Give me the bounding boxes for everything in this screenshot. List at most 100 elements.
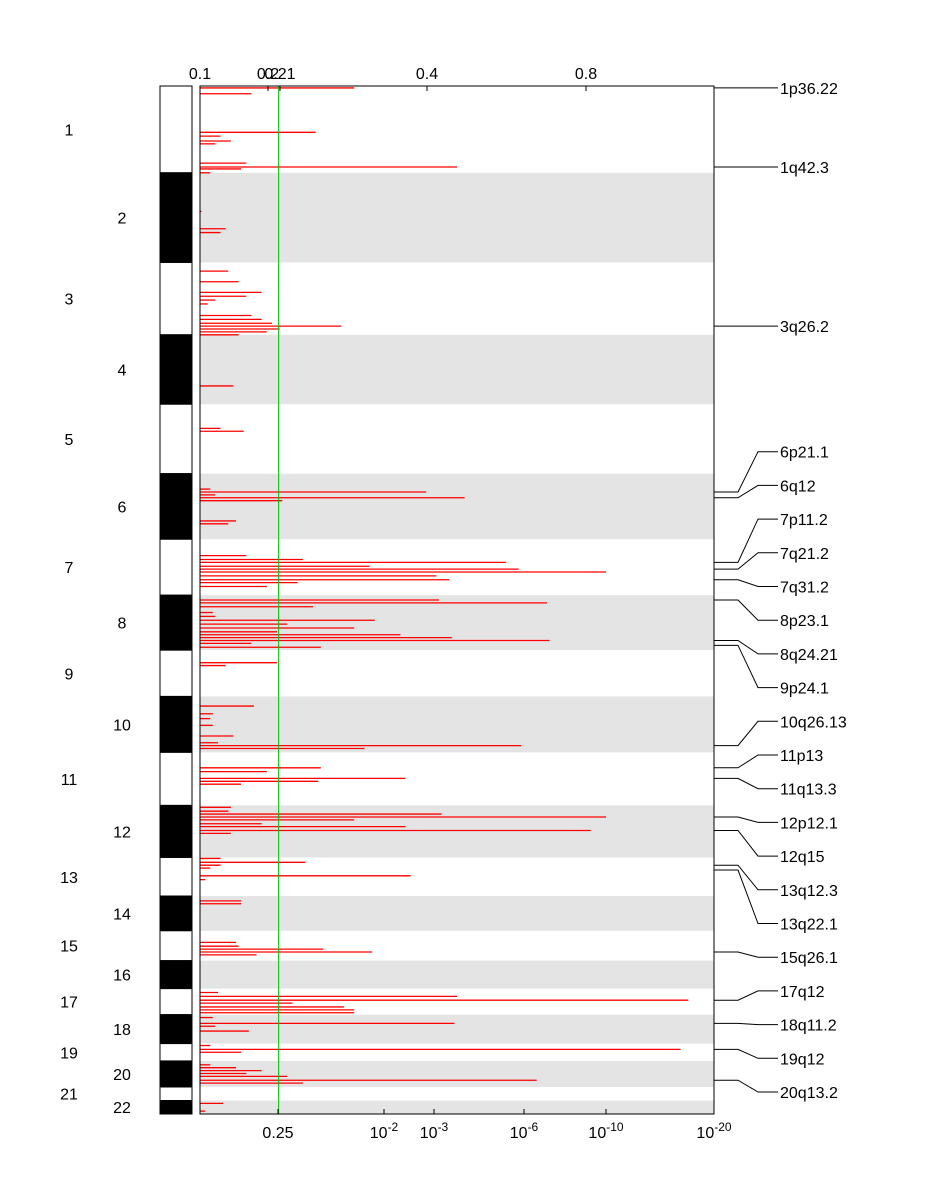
cytoband-label: 6q12 — [780, 478, 816, 495]
bottom-axis-tick-label: 10-6 — [510, 1120, 539, 1142]
cytoband-label: 9p24.1 — [780, 681, 829, 698]
cytoband-leader-line — [714, 754, 778, 769]
ideogram-segment-22 — [159, 1099, 193, 1115]
cytoband-label: 19q12 — [780, 1051, 825, 1068]
top-axis-tick-label: 0.2 — [257, 66, 279, 83]
tick-exponent: -3 — [438, 1120, 449, 1134]
cytoband-label: 7q21.2 — [780, 546, 829, 563]
cytoband-label: 13q22.1 — [780, 917, 838, 934]
significance-bars — [200, 87, 689, 1112]
chromosome-band-10 — [200, 696, 714, 753]
cytoband-leader-line — [714, 720, 778, 747]
cytoband-leader-line — [714, 829, 778, 857]
cytoband-label: 10q26.13 — [780, 714, 847, 731]
cytoband-label: 7q31.2 — [780, 580, 829, 597]
ideogram-segment-16 — [159, 960, 193, 990]
cytoband-label: 20q13.2 — [780, 1085, 838, 1102]
cytoband-leader-line — [714, 640, 778, 655]
cytoband-leader-line — [714, 1048, 778, 1059]
cytoband-leader-line — [714, 552, 778, 570]
cytoband-label: 8q24.21 — [780, 647, 838, 664]
cytoband-label: 11q13.3 — [780, 782, 837, 799]
chromosome-label: 9 — [65, 666, 74, 683]
ideogram-segment-8 — [159, 594, 193, 651]
ideogram-segment-7 — [159, 538, 193, 596]
chromosome-band-18 — [200, 1014, 714, 1044]
top-axis-tick-label: 0.4 — [416, 66, 438, 83]
cytoband-label: 15q26.1 — [780, 950, 838, 967]
cytoband-leader-line — [714, 518, 778, 563]
cytoband-leader-line — [714, 579, 778, 587]
cytoband-leader-line — [714, 864, 778, 891]
ideogram-segment-17 — [159, 988, 193, 1016]
ideogram-segment-1 — [159, 85, 193, 174]
cytoband-leader-line — [714, 484, 778, 499]
cytoband-label: 8p23.1 — [780, 613, 829, 630]
ideogram-segment-2 — [159, 172, 193, 263]
cytoband-label: 7p11.2 — [780, 512, 828, 529]
bottom-axis-tick-label: 10-20 — [696, 1120, 731, 1142]
chromosome-bands — [200, 172, 714, 1114]
cytoband-leader-line — [714, 869, 778, 924]
bottom-axis: 0.25 10-2 10-3 10-6 10-10 10-20 — [262, 1109, 732, 1142]
bottom-axis-tick-label: 10-2 — [370, 1120, 399, 1142]
bottom-axis-tick-label: 10-3 — [420, 1120, 449, 1142]
chromosome-label: 4 — [118, 363, 127, 380]
chromosome-label: 11 — [61, 772, 78, 789]
cytoband-leader-line — [714, 777, 778, 790]
cytoband-label: 6p21.1 — [780, 445, 829, 462]
ideogram-segment-6 — [159, 473, 193, 540]
cytoband-leader-line — [714, 951, 778, 958]
ideogram-segment-14 — [159, 895, 193, 932]
chromosome-label: 7 — [65, 560, 74, 577]
cytoband-leader-line — [714, 1079, 778, 1093]
chromosome-label: 12 — [113, 824, 131, 841]
chromosome-label: 21 — [60, 1087, 78, 1104]
ideogram-segment-5 — [159, 403, 193, 475]
ideogram-segment-21 — [159, 1086, 193, 1101]
ideogram-segment-15 — [159, 930, 193, 962]
ideogram-segment-10 — [159, 695, 193, 753]
chromosome-label: 18 — [113, 1022, 131, 1039]
chromosome-label: 20 — [113, 1067, 131, 1084]
ideogram-segment-18 — [159, 1014, 193, 1045]
chromosome-band-6 — [200, 473, 714, 540]
chromosome-label: 2 — [118, 211, 127, 228]
bottom-axis-tick-label: 10-10 — [588, 1120, 623, 1142]
top-axis-tick-label: 0.8 — [575, 66, 597, 83]
tick-base: 10 — [510, 1125, 528, 1142]
chromosome-band-12 — [200, 805, 714, 858]
chromosome-label: 16 — [113, 968, 131, 985]
tick-exponent: -2 — [388, 1120, 399, 1134]
chromosome-band-2 — [200, 172, 714, 263]
chromosome-label: 5 — [65, 432, 74, 449]
cytoband-label: 13q12.3 — [780, 883, 838, 900]
cytoband-label: 3q26.2 — [780, 319, 829, 336]
tick-exponent: -6 — [528, 1120, 539, 1134]
cytoband-leader-line — [714, 599, 778, 621]
tick-base: 0.25 — [262, 1125, 293, 1142]
cytoband-leader-line — [714, 816, 778, 823]
ideogram-segment-11 — [159, 751, 193, 806]
cytoband-labels: 1p36.22 1q42.3 3q26.2 6p21.1 6q12 7p11.2 7q21.… — [714, 81, 847, 1102]
cytoband-label: 1p36.22 — [780, 81, 838, 98]
chromosome-band-16 — [200, 960, 714, 989]
ideogram-segment-9 — [159, 649, 193, 697]
chromosome-band-22 — [200, 1100, 714, 1114]
tick-base: 10 — [696, 1125, 714, 1142]
chromosome-label: 15 — [60, 939, 78, 956]
tick-exponent: -20 — [714, 1120, 732, 1134]
cytoband-leader-line — [714, 451, 778, 493]
chromosome-ideogram — [159, 85, 193, 1115]
cytoband-label: 12p12.1 — [780, 815, 838, 832]
chromosome-label: 17 — [60, 995, 78, 1012]
tick-exponent: -10 — [606, 1120, 624, 1134]
chromosome-label: 14 — [113, 906, 131, 923]
cytoband-label: 1q42.3 — [780, 160, 829, 177]
ideogram-segment-3 — [159, 261, 193, 336]
ideogram-segment-19 — [159, 1043, 193, 1062]
tick-base: 10 — [370, 1125, 388, 1142]
tick-base: 10 — [588, 1125, 606, 1142]
bottom-axis-tick-label: 0.25 — [262, 1125, 293, 1142]
cytoband-leader-line — [714, 1022, 778, 1026]
